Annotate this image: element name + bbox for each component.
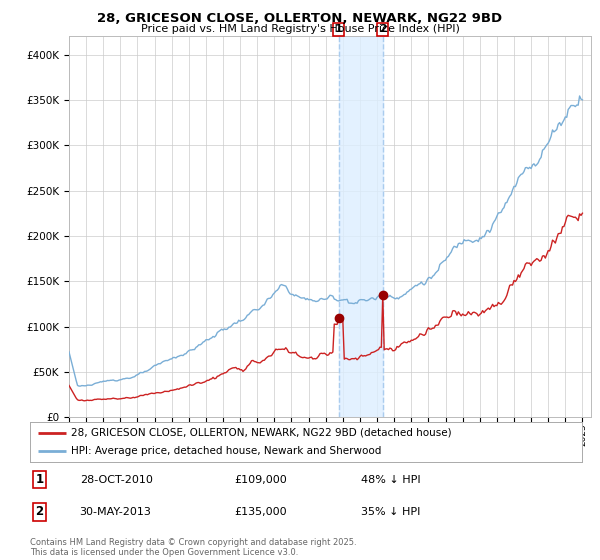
Text: 28, GRICESON CLOSE, OLLERTON, NEWARK, NG22 9BD: 28, GRICESON CLOSE, OLLERTON, NEWARK, NG… bbox=[97, 12, 503, 25]
Text: 35% ↓ HPI: 35% ↓ HPI bbox=[361, 507, 421, 517]
Text: 1: 1 bbox=[335, 25, 343, 35]
Text: 1: 1 bbox=[35, 473, 44, 486]
Text: HPI: Average price, detached house, Newark and Sherwood: HPI: Average price, detached house, Newa… bbox=[71, 446, 382, 456]
Text: £135,000: £135,000 bbox=[234, 507, 287, 517]
Text: 28-OCT-2010: 28-OCT-2010 bbox=[80, 475, 152, 484]
Text: £109,000: £109,000 bbox=[234, 475, 287, 484]
Text: 2: 2 bbox=[379, 25, 386, 35]
Bar bbox=[338, 36, 383, 417]
Text: Price paid vs. HM Land Registry's House Price Index (HPI): Price paid vs. HM Land Registry's House … bbox=[140, 24, 460, 34]
Text: 28, GRICESON CLOSE, OLLERTON, NEWARK, NG22 9BD (detached house): 28, GRICESON CLOSE, OLLERTON, NEWARK, NG… bbox=[71, 428, 452, 438]
Text: 2: 2 bbox=[35, 505, 44, 519]
Text: Contains HM Land Registry data © Crown copyright and database right 2025.
This d: Contains HM Land Registry data © Crown c… bbox=[30, 538, 356, 557]
Text: 30-MAY-2013: 30-MAY-2013 bbox=[80, 507, 152, 517]
Text: 48% ↓ HPI: 48% ↓ HPI bbox=[361, 475, 421, 484]
